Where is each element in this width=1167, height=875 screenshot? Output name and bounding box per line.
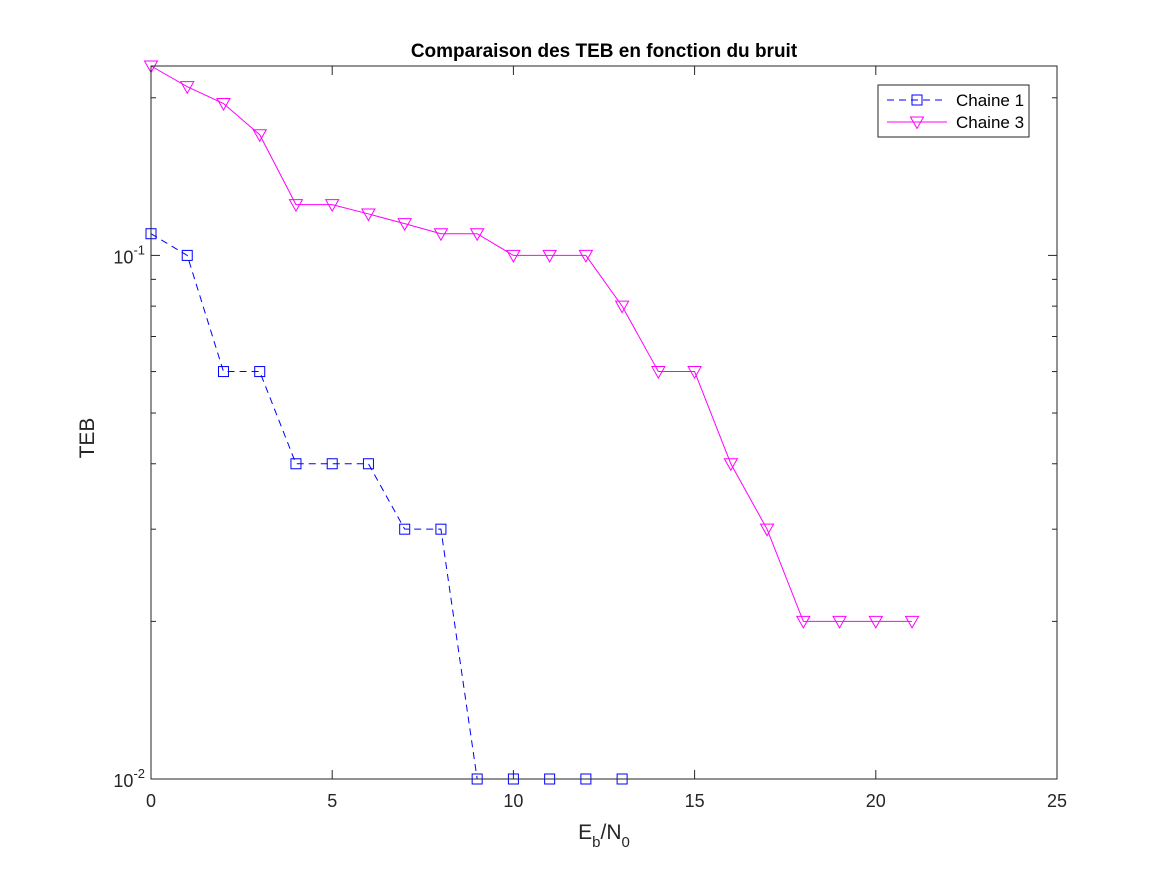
data-point bbox=[399, 523, 411, 535]
legend-entry: Chaine 3 bbox=[887, 113, 1024, 132]
legend-label: Chaine 1 bbox=[956, 91, 1024, 110]
data-point bbox=[361, 208, 376, 222]
y-tick-label-exponent: -2 bbox=[133, 766, 145, 781]
series-line bbox=[150, 65, 913, 622]
legend-marker bbox=[909, 116, 925, 130]
data-point bbox=[181, 249, 193, 261]
data-point bbox=[614, 300, 630, 314]
data-point bbox=[217, 366, 229, 378]
data-point bbox=[759, 523, 775, 537]
data-point bbox=[216, 98, 231, 112]
data-point bbox=[904, 615, 920, 629]
x-axis-label-sep: /N bbox=[601, 821, 622, 844]
legend: Chaine 1 Chaine 3 bbox=[877, 84, 1030, 138]
data-point bbox=[326, 458, 338, 470]
data-point bbox=[832, 615, 847, 629]
x-axis-label: Eb/N0 bbox=[578, 821, 630, 851]
data-point bbox=[433, 228, 449, 242]
data-point bbox=[435, 523, 447, 535]
data-point bbox=[290, 458, 302, 470]
y-axis-label: TEB bbox=[76, 418, 99, 459]
plot-frame bbox=[150, 65, 1058, 780]
y-tick-label: 10-1 bbox=[113, 242, 145, 267]
data-point bbox=[254, 366, 266, 378]
data-point bbox=[469, 228, 485, 242]
x-tick-labels: 0 5 10 15 20 25 bbox=[146, 791, 1067, 811]
data-point bbox=[362, 458, 374, 470]
data-point bbox=[288, 199, 304, 213]
data-point bbox=[723, 458, 739, 472]
data-point bbox=[506, 249, 521, 263]
data-point bbox=[179, 81, 195, 95]
y-tick-labels: 10-210-1 bbox=[113, 242, 145, 791]
x-tick-label: 15 bbox=[685, 791, 705, 811]
data-point bbox=[324, 199, 340, 213]
chart-title: Comparaison des TEB en fonction du bruit bbox=[411, 41, 798, 62]
plot-area bbox=[151, 66, 1057, 779]
legend-box bbox=[877, 84, 1030, 138]
data-point bbox=[687, 366, 702, 380]
data-point bbox=[397, 218, 413, 232]
data-point bbox=[795, 615, 811, 629]
y-tick-label-exponent: -1 bbox=[133, 242, 145, 257]
y-tick-label-base: 10 bbox=[113, 771, 133, 791]
x-tick-label: 20 bbox=[866, 791, 886, 811]
data-point bbox=[542, 249, 557, 263]
x-axis-label-sub-0: 0 bbox=[622, 834, 630, 851]
x-tick-label: 5 bbox=[327, 791, 337, 811]
x-axis-label-main: E bbox=[578, 821, 592, 844]
data-point bbox=[578, 249, 594, 263]
legend-marker bbox=[911, 94, 923, 106]
x-tick-label: 10 bbox=[503, 791, 523, 811]
x-tick-label: 25 bbox=[1047, 791, 1067, 811]
y-tick-label-base: 10 bbox=[113, 247, 133, 267]
x-tick-label: 0 bbox=[146, 791, 156, 811]
legend-entry: Chaine 1 bbox=[887, 91, 1024, 110]
series-line bbox=[150, 233, 623, 780]
y-tick-label: 10-2 bbox=[113, 766, 145, 791]
data-point bbox=[143, 60, 159, 74]
x-axis-label-sub-b: b bbox=[592, 834, 600, 851]
data-point bbox=[252, 129, 268, 143]
data-point bbox=[868, 615, 884, 629]
legend-label: Chaine 3 bbox=[956, 113, 1024, 132]
data-point bbox=[651, 366, 666, 380]
series-2 bbox=[143, 60, 920, 629]
